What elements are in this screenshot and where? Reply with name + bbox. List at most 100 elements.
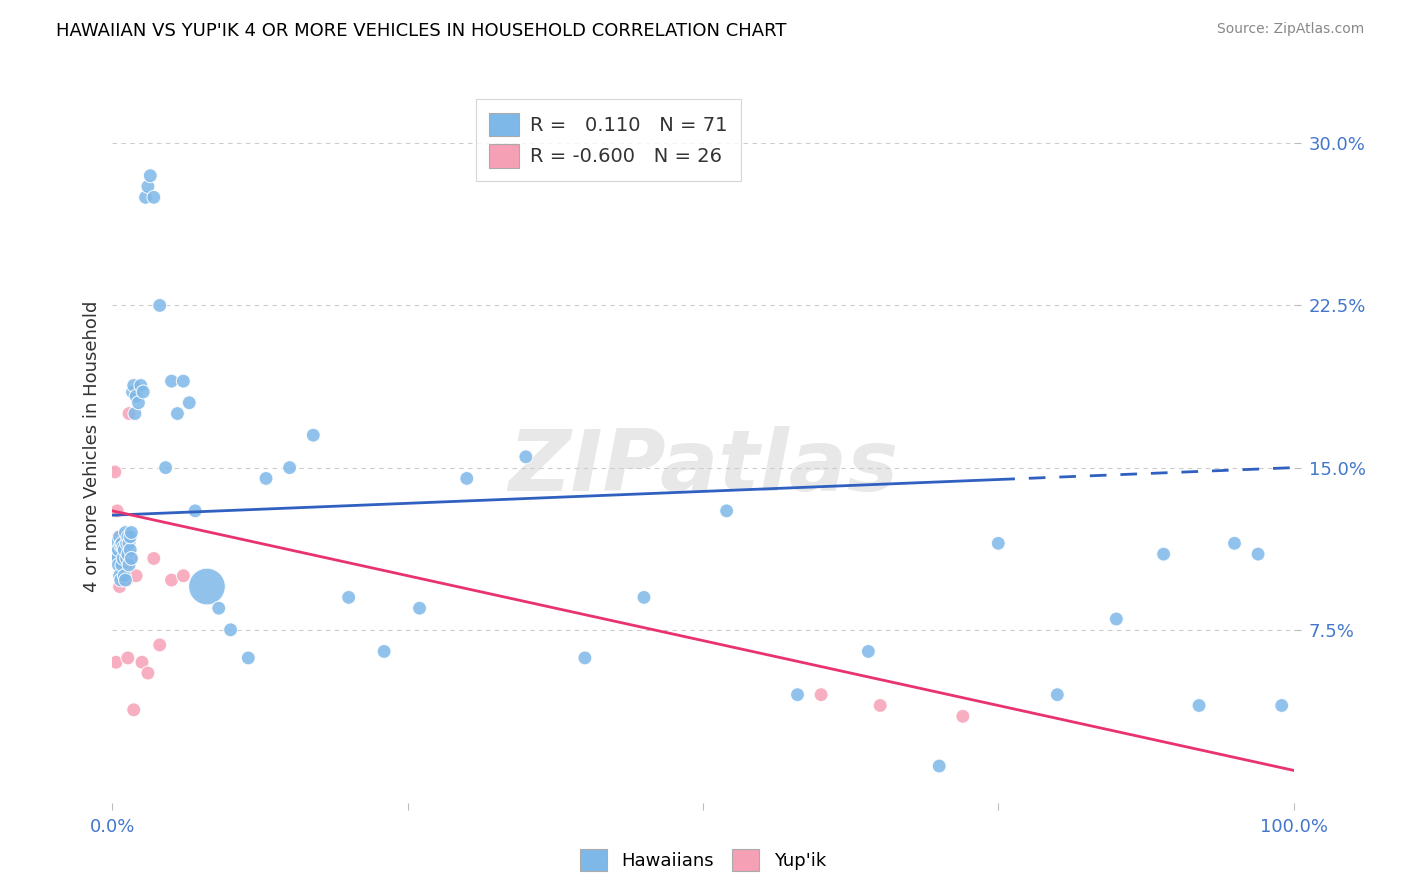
Point [1046, 688, 1069, 702]
Point [108, 580, 131, 594]
Point [120, 525, 142, 540]
Point [515, 450, 537, 464]
Point [858, 644, 880, 658]
Text: ZIPatlas: ZIPatlas [508, 425, 898, 509]
Point [160, 374, 183, 388]
Point [302, 428, 325, 442]
Point [121, 384, 143, 399]
Point [810, 688, 832, 702]
Point [122, 378, 145, 392]
Point [107, 530, 129, 544]
Point [1271, 698, 1294, 713]
Point [149, 638, 172, 652]
Point [124, 407, 146, 421]
Point [208, 601, 231, 615]
Point [108, 568, 131, 582]
Point [132, 384, 155, 399]
Point [110, 539, 132, 553]
Point [142, 551, 165, 566]
Point [118, 558, 141, 572]
Point [110, 536, 132, 550]
Point [149, 298, 172, 312]
Point [107, 542, 129, 557]
Point [105, 655, 128, 669]
Point [105, 504, 128, 518]
Point [127, 396, 149, 410]
Point [160, 573, 183, 587]
Point [115, 551, 138, 566]
Point [120, 542, 142, 557]
Y-axis label: 4 or more Vehicles in Household: 4 or more Vehicles in Household [83, 301, 101, 591]
Point [136, 666, 159, 681]
Point [195, 580, 218, 594]
Point [112, 542, 135, 557]
Point [786, 688, 808, 702]
Point [373, 644, 395, 658]
Point [131, 655, 153, 669]
Point [122, 703, 145, 717]
Point [120, 551, 142, 566]
Text: Source: ZipAtlas.com: Source: ZipAtlas.com [1216, 22, 1364, 37]
Point [987, 536, 1010, 550]
Point [114, 573, 136, 587]
Point [135, 190, 157, 204]
Point [118, 407, 141, 421]
Point [108, 530, 131, 544]
Point [112, 542, 135, 557]
Point [110, 551, 132, 566]
Point [117, 530, 139, 544]
Legend: Hawaiians, Yup'ik: Hawaiians, Yup'ik [572, 842, 834, 879]
Point [114, 525, 136, 540]
Point [104, 547, 127, 561]
Point [120, 530, 142, 544]
Point [716, 504, 738, 518]
Point [1105, 612, 1128, 626]
Point [125, 568, 148, 582]
Point [1188, 698, 1211, 713]
Point [172, 374, 194, 388]
Legend: R =   0.110   N = 71, R = -0.600   N = 26: R = 0.110 N = 71, R = -0.600 N = 26 [475, 99, 741, 181]
Point [1153, 547, 1175, 561]
Point [112, 541, 135, 555]
Point [952, 709, 974, 723]
Point [110, 573, 132, 587]
Point [115, 573, 138, 587]
Point [120, 551, 142, 566]
Point [869, 698, 891, 713]
Point [1223, 536, 1246, 550]
Point [117, 547, 139, 561]
Point [254, 471, 277, 485]
Point [278, 460, 301, 475]
Point [105, 536, 128, 550]
Point [139, 169, 162, 183]
Point [928, 759, 950, 773]
Point [337, 591, 360, 605]
Point [574, 651, 596, 665]
Point [184, 504, 207, 518]
Point [179, 396, 201, 410]
Point [112, 568, 135, 582]
Point [105, 551, 128, 566]
Point [172, 568, 194, 582]
Point [112, 530, 135, 544]
Point [112, 551, 135, 566]
Point [104, 465, 127, 479]
Point [115, 536, 138, 550]
Point [125, 389, 148, 403]
Point [117, 651, 139, 665]
Text: HAWAIIAN VS YUP'IK 4 OR MORE VEHICLES IN HOUSEHOLD CORRELATION CHART: HAWAIIAN VS YUP'IK 4 OR MORE VEHICLES IN… [56, 22, 787, 40]
Point [155, 460, 177, 475]
Point [166, 407, 188, 421]
Point [107, 558, 129, 572]
Point [633, 591, 655, 605]
Point [111, 558, 134, 572]
Point [129, 378, 152, 392]
Point [114, 558, 136, 572]
Point [111, 536, 134, 550]
Point [1247, 547, 1270, 561]
Point [118, 536, 141, 550]
Point [456, 471, 478, 485]
Point [136, 179, 159, 194]
Point [219, 623, 242, 637]
Point [408, 601, 430, 615]
